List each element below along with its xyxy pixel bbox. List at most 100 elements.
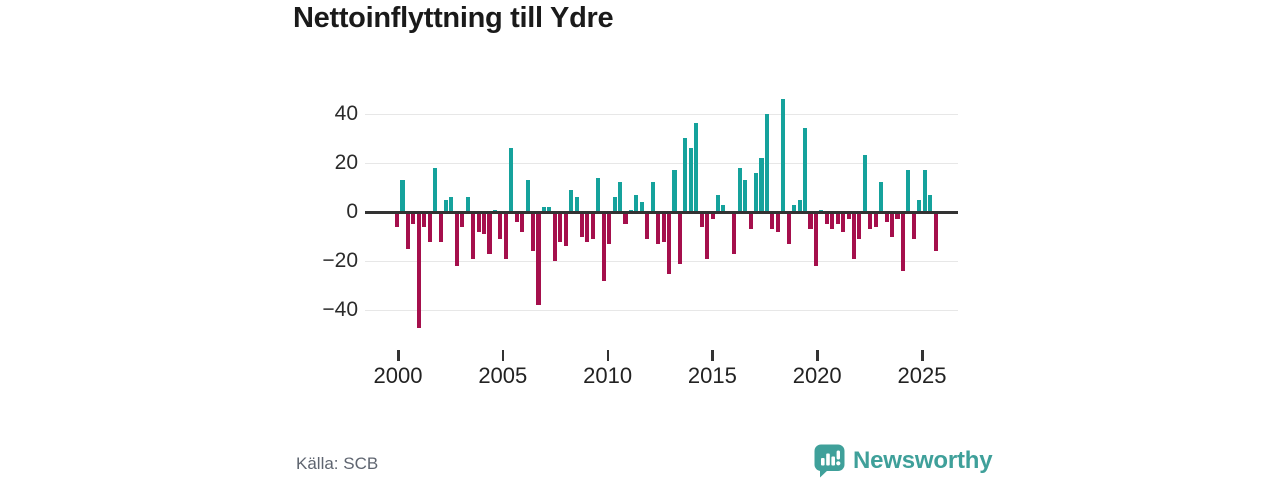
- bar-negative: [830, 212, 835, 230]
- x-axis-tick: [606, 350, 610, 361]
- bar-negative: [482, 212, 487, 235]
- bar-negative: [520, 212, 525, 232]
- newsworthy-logo-icon: [814, 444, 845, 478]
- bar-positive: [759, 157, 764, 212]
- x-axis-label: 2005: [478, 363, 528, 388]
- bar-negative: [405, 212, 410, 249]
- x-axis-label: 2015: [687, 363, 737, 388]
- x-axis-tick: [816, 350, 819, 361]
- bar-negative: [677, 212, 682, 264]
- x-axis: 2000 2005 2010 2015 2020 2025: [365, 348, 958, 393]
- bar-positive: [541, 207, 546, 212]
- bar-positive: [547, 207, 552, 212]
- bar-negative: [623, 212, 628, 225]
- y-axis-label: 40: [334, 101, 358, 125]
- x-axis-label: 2010: [583, 363, 633, 388]
- bar-negative: [395, 212, 400, 227]
- x-axis-label: 2000: [373, 363, 423, 388]
- bar-negative: [563, 212, 568, 247]
- bar-positive: [612, 197, 617, 212]
- x-axis-tick: [501, 350, 505, 361]
- bar-negative: [579, 212, 585, 237]
- bar-negative: [454, 212, 459, 267]
- chart-title: Nettoinflyttning till Ydre: [293, 2, 614, 34]
- bar-negative: [422, 212, 427, 227]
- bar-positive: [803, 128, 808, 212]
- bar-negative: [607, 212, 612, 244]
- bar-negative: [536, 212, 541, 306]
- bar-negative: [884, 212, 889, 222]
- bar-negative: [460, 212, 465, 227]
- bar-positive: [683, 138, 688, 212]
- bar-negative: [531, 212, 536, 252]
- bar-negative: [813, 212, 818, 267]
- bar-negative: [890, 212, 895, 237]
- bar-positive: [618, 182, 623, 212]
- bar-negative: [590, 212, 595, 240]
- bar-negative: [786, 212, 791, 244]
- bar-negative: [770, 212, 775, 230]
- x-axis-label: 2025: [897, 363, 947, 388]
- bar-positive: [433, 167, 438, 212]
- gridline: [365, 162, 958, 164]
- bar-negative: [498, 212, 503, 240]
- bar-negative: [416, 212, 421, 328]
- bar-negative: [476, 212, 481, 232]
- bar-negative: [710, 212, 715, 220]
- bar-positive: [628, 209, 633, 212]
- bar-negative: [705, 212, 710, 259]
- bar-positive: [754, 172, 759, 212]
- bar-positive: [449, 197, 454, 212]
- bar-negative: [471, 212, 476, 259]
- bar-negative: [841, 212, 846, 232]
- bar-negative: [835, 212, 840, 225]
- bar-negative: [427, 212, 432, 242]
- bar-negative: [699, 212, 704, 227]
- bar-positive: [721, 204, 726, 212]
- x-axis-tick: [711, 350, 714, 361]
- bar-negative: [808, 212, 813, 230]
- x-axis-label: 2020: [792, 363, 842, 388]
- bar-negative: [900, 212, 905, 272]
- bar-positive: [672, 170, 677, 212]
- bar-negative: [775, 212, 780, 232]
- bar-positive: [764, 113, 769, 212]
- bar-negative: [868, 212, 873, 230]
- bar-negative: [503, 212, 508, 259]
- gridline: [365, 261, 958, 263]
- plot-area: [365, 90, 958, 342]
- bar-negative: [851, 212, 857, 259]
- bar-negative: [558, 212, 563, 242]
- bar-negative: [824, 212, 829, 225]
- bar-positive: [879, 182, 884, 212]
- bar-negative: [411, 212, 416, 225]
- bar-positive: [917, 199, 922, 212]
- bar-negative: [487, 212, 492, 254]
- y-axis-label: 0: [346, 200, 358, 223]
- bar-positive: [400, 180, 405, 212]
- bar-positive: [525, 180, 530, 212]
- bar-positive: [650, 182, 655, 212]
- x-axis-tick: [397, 350, 400, 361]
- bar-positive: [465, 197, 470, 212]
- bar-positive: [634, 194, 639, 212]
- newsworthy-wordmark: Newsworthy: [853, 447, 993, 474]
- bar-negative: [895, 212, 900, 220]
- bar-negative: [857, 212, 862, 240]
- x-axis-tick: [921, 350, 924, 361]
- y-axis-label: 20: [334, 150, 358, 174]
- bar-negative: [748, 212, 753, 230]
- gridline: [365, 113, 958, 115]
- bar-negative: [933, 212, 938, 252]
- bar-negative: [911, 212, 916, 240]
- bar-positive: [574, 197, 579, 212]
- source-caption: Källa: SCB: [296, 454, 379, 473]
- bar-positive: [781, 98, 786, 212]
- bar-negative: [656, 212, 661, 244]
- bar-negative: [438, 212, 443, 242]
- bar-positive: [862, 155, 867, 212]
- bar-negative: [873, 212, 878, 227]
- bar-positive: [694, 123, 699, 212]
- bar-positive: [819, 209, 824, 212]
